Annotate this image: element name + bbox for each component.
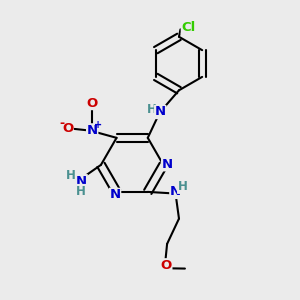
Text: N: N — [110, 188, 121, 201]
Text: N: N — [76, 175, 87, 188]
Text: H: H — [66, 169, 76, 182]
Text: +: + — [94, 120, 102, 130]
Text: O: O — [62, 122, 73, 135]
Text: H: H — [147, 103, 157, 116]
Text: O: O — [160, 259, 172, 272]
Text: N: N — [162, 158, 173, 171]
Text: -: - — [59, 117, 64, 130]
Text: H: H — [178, 180, 188, 193]
Text: Cl: Cl — [182, 21, 196, 34]
Text: N: N — [155, 106, 166, 118]
Text: O: O — [87, 97, 98, 110]
Text: N: N — [87, 124, 98, 137]
Text: H: H — [76, 184, 86, 197]
Text: N: N — [170, 185, 181, 198]
